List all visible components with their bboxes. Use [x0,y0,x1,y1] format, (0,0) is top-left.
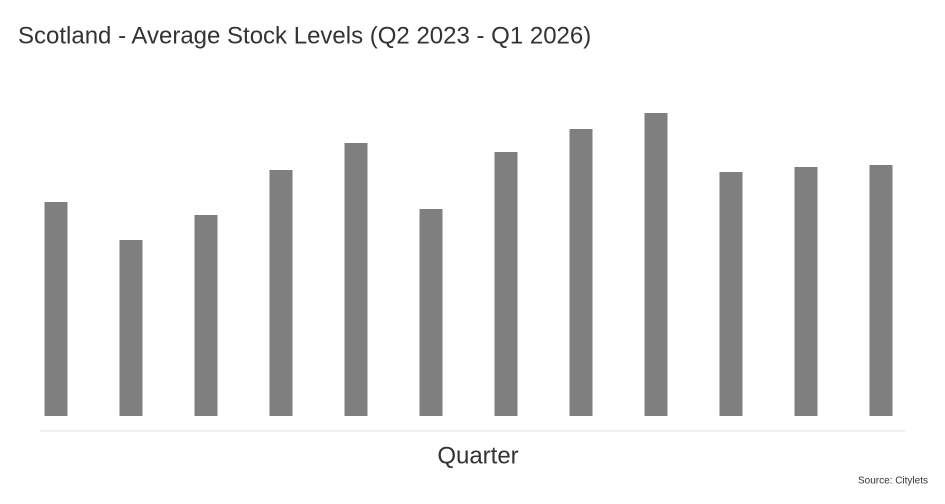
bar [869,165,893,416]
bar [569,129,593,416]
bar [794,167,818,416]
bar [194,215,218,416]
bar [119,240,143,416]
bar [269,170,293,416]
bar [494,152,518,416]
bar [644,113,668,416]
source-note: Source: Citylets [858,476,928,487]
bar [719,172,743,416]
bar [419,209,443,416]
bar [344,143,368,416]
x-axis-label: Quarter [437,442,518,469]
bar [44,202,68,416]
chart-title: Scotland - Average Stock Levels (Q2 2023… [18,22,591,49]
